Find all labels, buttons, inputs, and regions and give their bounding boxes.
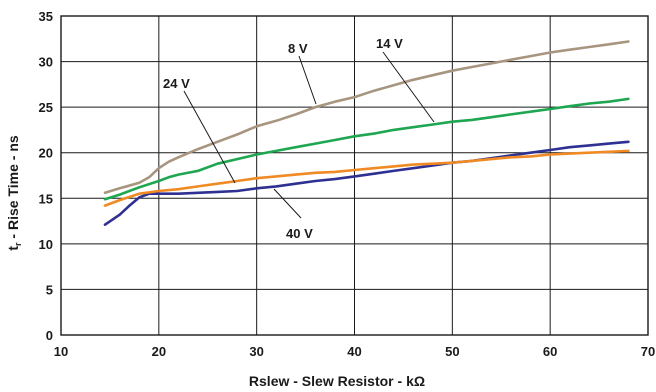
y-tick-label: 15	[39, 191, 53, 206]
callout-leader-24v	[183, 90, 236, 184]
x-tick-label: 60	[543, 344, 557, 359]
x-tick-label: 30	[249, 344, 263, 359]
callout-label-8v: 8 V	[288, 41, 308, 56]
callout-leader-14v	[382, 51, 435, 123]
y-tick-label: 35	[39, 9, 53, 24]
y-tick-label: 10	[39, 237, 53, 252]
y-tick-label: 20	[39, 146, 53, 161]
series-callouts: 8 V 14 V 24 V 40 V	[163, 36, 435, 241]
plot-frame	[60, 15, 649, 336]
y-tick-label: 0	[46, 328, 53, 343]
x-axis-title: Rslew - Slew Resistor - kΩ	[249, 373, 425, 389]
grid-lines	[61, 16, 648, 335]
y-tick-label: 5	[46, 282, 53, 297]
x-tick-label: 40	[347, 344, 361, 359]
x-tick-label: 10	[54, 344, 68, 359]
x-tick-label: 50	[445, 344, 459, 359]
y-axis-title-rest: - Rise Time - ns	[5, 135, 21, 242]
series-line-40v	[103, 140, 630, 226]
y-tick-label: 30	[39, 55, 53, 70]
y-axis-title: tr - Rise Time - ns	[5, 135, 23, 251]
callout-label-40v: 40 V	[286, 226, 313, 241]
callout-label-14v: 14 V	[376, 36, 403, 51]
callout-leader-40v	[273, 188, 302, 219]
x-tick-labels: 10 20 30 40 50 60 70	[54, 344, 655, 359]
x-tick-label: 20	[152, 344, 166, 359]
callout-leader-8v	[298, 55, 317, 105]
y-tick-label: 25	[39, 100, 53, 115]
series-line-8v	[103, 40, 630, 195]
series-line-14v	[103, 97, 630, 201]
series-lines	[103, 40, 630, 226]
y-axis-title-main: t	[5, 246, 21, 251]
y-axis-title-subscript: r	[13, 242, 23, 246]
x-tick-label: 70	[641, 344, 655, 359]
y-tick-labels: 0 5 10 15 20 25 30 35	[39, 9, 53, 343]
callout-label-24v: 24 V	[163, 76, 190, 91]
series-line-24v	[103, 149, 630, 207]
